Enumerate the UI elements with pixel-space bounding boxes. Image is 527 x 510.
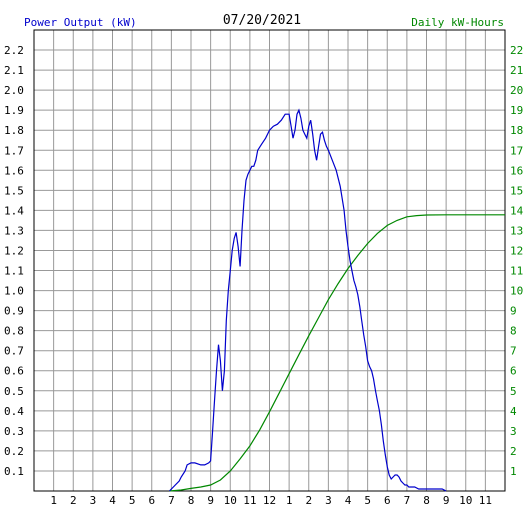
- x-tick-label: 6: [148, 494, 155, 507]
- x-tick-label: 11: [479, 494, 492, 507]
- left-tick-label: 0.7: [4, 345, 24, 358]
- left-tick-label: 2.1: [4, 64, 24, 77]
- x-tick-label: 4: [345, 494, 352, 507]
- right-tick-label: 16: [510, 164, 523, 177]
- left-tick-label: 0.3: [4, 425, 24, 438]
- x-tick-label: 12: [263, 494, 276, 507]
- left-tick-label: 1.0: [4, 285, 24, 298]
- right-tick-label: 20: [510, 84, 523, 97]
- chart-title-date: 07/20/2021: [223, 13, 301, 28]
- x-tick-label: 5: [364, 494, 371, 507]
- series-line-power-output: [168, 108, 447, 492]
- left-tick-label: 0.9: [4, 305, 24, 318]
- left-tick-label: 0.2: [4, 445, 24, 458]
- right-tick-label: 18: [510, 124, 523, 137]
- x-tick-label: 2: [305, 494, 312, 507]
- left-tick-label: 0.1: [4, 465, 24, 478]
- x-tick-label: 8: [188, 494, 195, 507]
- right-tick-label: 5: [510, 385, 517, 398]
- grid: [34, 30, 505, 491]
- left-tick-label: 0.5: [4, 385, 24, 398]
- right-tick-label: 17: [510, 144, 523, 157]
- right-tick-label: 21: [510, 64, 523, 77]
- x-tick-label: 10: [224, 494, 237, 507]
- left-tick-label: 1.9: [4, 104, 24, 117]
- x-tick-label: 8: [423, 494, 430, 507]
- x-tick-label: 6: [384, 494, 391, 507]
- left-tick-label: 1.2: [4, 244, 24, 257]
- left-axis-title: Power Output (kW): [24, 16, 137, 29]
- right-tick-label: 14: [510, 204, 524, 217]
- x-axis-ticks: 1 2 3 4 5 6 7 8 9 10 11 12 1 2 3 4 5 6 7 8 9 10 11: [50, 494, 492, 507]
- left-tick-label: 2.0: [4, 84, 24, 97]
- left-tick-label: 0.8: [4, 325, 24, 338]
- right-tick-label: 1: [510, 465, 517, 478]
- x-tick-label: 1: [50, 494, 57, 507]
- plot-frame: [33, 29, 506, 492]
- left-tick-label: 1.3: [4, 224, 24, 237]
- x-tick-label: 3: [90, 494, 97, 507]
- x-tick-label: 7: [404, 494, 411, 507]
- right-tick-label: 3: [510, 425, 517, 438]
- left-tick-label: 1.1: [4, 265, 24, 278]
- right-tick-label: 15: [510, 184, 523, 197]
- left-tick-label: 0.6: [4, 365, 24, 378]
- x-tick-label: 5: [129, 494, 136, 507]
- right-axis-title: Daily kW-Hours: [411, 16, 504, 29]
- x-tick-label: 2: [70, 494, 77, 507]
- x-tick-label: 10: [459, 494, 472, 507]
- left-axis-ticks: 0.1 0.2 0.3 0.4 0.5 0.6 0.7 0.8 0.9 1.0 1.1 1.2 1.3 1…: [4, 44, 24, 478]
- right-tick-label: 22: [510, 44, 523, 57]
- right-tick-label: 8: [510, 325, 517, 338]
- x-tick-label: 11: [243, 494, 256, 507]
- right-tick-label: 11: [510, 265, 523, 278]
- left-tick-label: 0.4: [4, 405, 24, 418]
- x-tick-label: 9: [443, 494, 450, 507]
- x-tick-label: 9: [207, 494, 214, 507]
- right-tick-label: 19: [510, 104, 523, 117]
- left-tick-label: 1.7: [4, 144, 24, 157]
- right-tick-label: 7: [510, 345, 517, 358]
- right-tick-label: 4: [510, 405, 517, 418]
- left-tick-label: 1.8: [4, 124, 24, 137]
- x-tick-label: 4: [109, 494, 116, 507]
- left-tick-label: 1.5: [4, 184, 24, 197]
- x-tick-label: 7: [168, 494, 175, 507]
- left-tick-label: 1.6: [4, 164, 24, 177]
- left-tick-label: 1.4: [4, 204, 24, 217]
- right-tick-label: 6: [510, 365, 517, 378]
- right-tick-label: 2: [510, 445, 517, 458]
- x-tick-label: 1: [286, 494, 293, 507]
- left-tick-label: 2.2: [4, 44, 24, 57]
- x-tick-label: 3: [325, 494, 332, 507]
- right-tick-label: 13: [510, 224, 523, 237]
- series-line-daily-kwh: [169, 214, 505, 492]
- right-tick-label: 12: [510, 244, 523, 257]
- right-tick-label: 10: [510, 285, 523, 298]
- right-tick-label: 9: [510, 305, 517, 318]
